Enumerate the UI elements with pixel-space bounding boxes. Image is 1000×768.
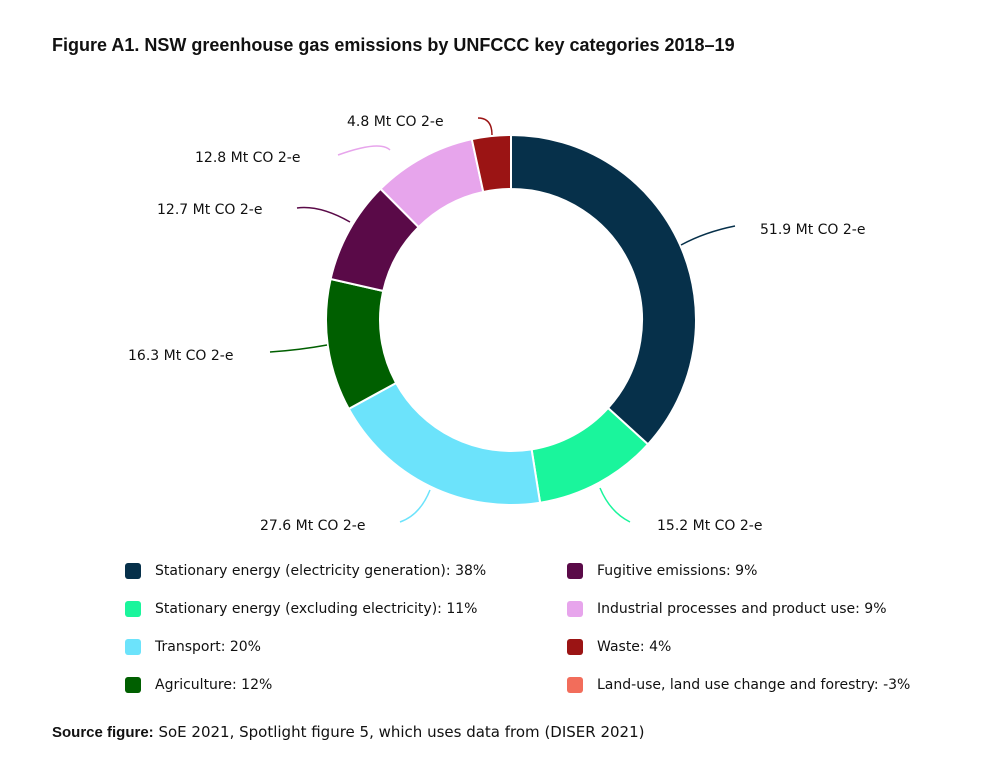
leader-line (269, 344, 328, 353)
donut-slice (510, 133, 697, 446)
legend-swatch (125, 677, 141, 693)
source-label: Source figure: (52, 724, 154, 741)
leader-line (477, 117, 493, 136)
data-label: 4.8 Mt CO 2-e (347, 114, 444, 130)
legend-item: Fugitive emissions: 9% (567, 563, 757, 579)
data-label: 12.8 Mt CO 2-e (195, 150, 300, 166)
leader-line (337, 145, 391, 156)
leader-line (296, 206, 351, 223)
legend-swatch (125, 563, 141, 579)
legend-label: Agriculture: 12% (155, 677, 273, 693)
data-label: 27.6 Mt CO 2-e (260, 518, 365, 534)
donut-chart: 51.9 Mt CO 2-e 15.2 Mt CO 2-e 27.6 Mt CO 2… (128, 114, 865, 534)
data-label: 51.9 Mt CO 2-e (760, 222, 865, 238)
legend-swatch (567, 563, 583, 579)
data-label: 15.2 Mt CO 2-e (657, 518, 762, 534)
legend-item: Industrial processes and product use: 9% (567, 601, 887, 617)
legend-item: Agriculture: 12% (125, 677, 272, 693)
legend-label: Fugitive emissions: 9% (597, 563, 758, 579)
legend-swatch (567, 677, 583, 693)
data-label: 16.3 Mt CO 2-e (128, 348, 233, 364)
legend-label: Waste: 4% (597, 639, 672, 655)
legend-item: Waste: 4% (567, 639, 671, 655)
legend-swatch (567, 601, 583, 617)
legend-label: Transport: 20% (155, 639, 261, 655)
legend-swatch (125, 601, 141, 617)
legend-item: Land-use, land use change and forestry: … (567, 677, 910, 693)
source-note: Source figure: SoE 2021, Spotlight figur… (52, 723, 644, 741)
data-label: 12.7 Mt CO 2-e (157, 202, 262, 218)
donut-slice (470, 133, 512, 194)
leader-line (599, 487, 631, 523)
donut-slice (347, 381, 542, 506)
donut-slice (325, 277, 398, 411)
source-text: SoE 2021, Spotlight figure 5, which uses… (153, 723, 645, 741)
legend-item: Stationary energy (electricity generatio… (125, 563, 486, 579)
leader-line (399, 489, 431, 523)
legend-swatch (125, 639, 141, 655)
legend-label: Stationary energy (excluding electricity… (155, 601, 478, 617)
leader-line (680, 225, 736, 246)
legend-label: Stationary energy (electricity generatio… (155, 563, 487, 579)
chart-title: Figure A1. NSW greenhouse gas emissions … (52, 35, 735, 55)
legend-item: Transport: 20% (125, 639, 261, 655)
legend-swatch (567, 639, 583, 655)
legend-item: Stationary energy (excluding electricity… (125, 601, 477, 617)
legend-label: Industrial processes and product use: 9% (597, 601, 887, 617)
legend-label: Land-use, land use change and forestry: … (597, 677, 911, 693)
